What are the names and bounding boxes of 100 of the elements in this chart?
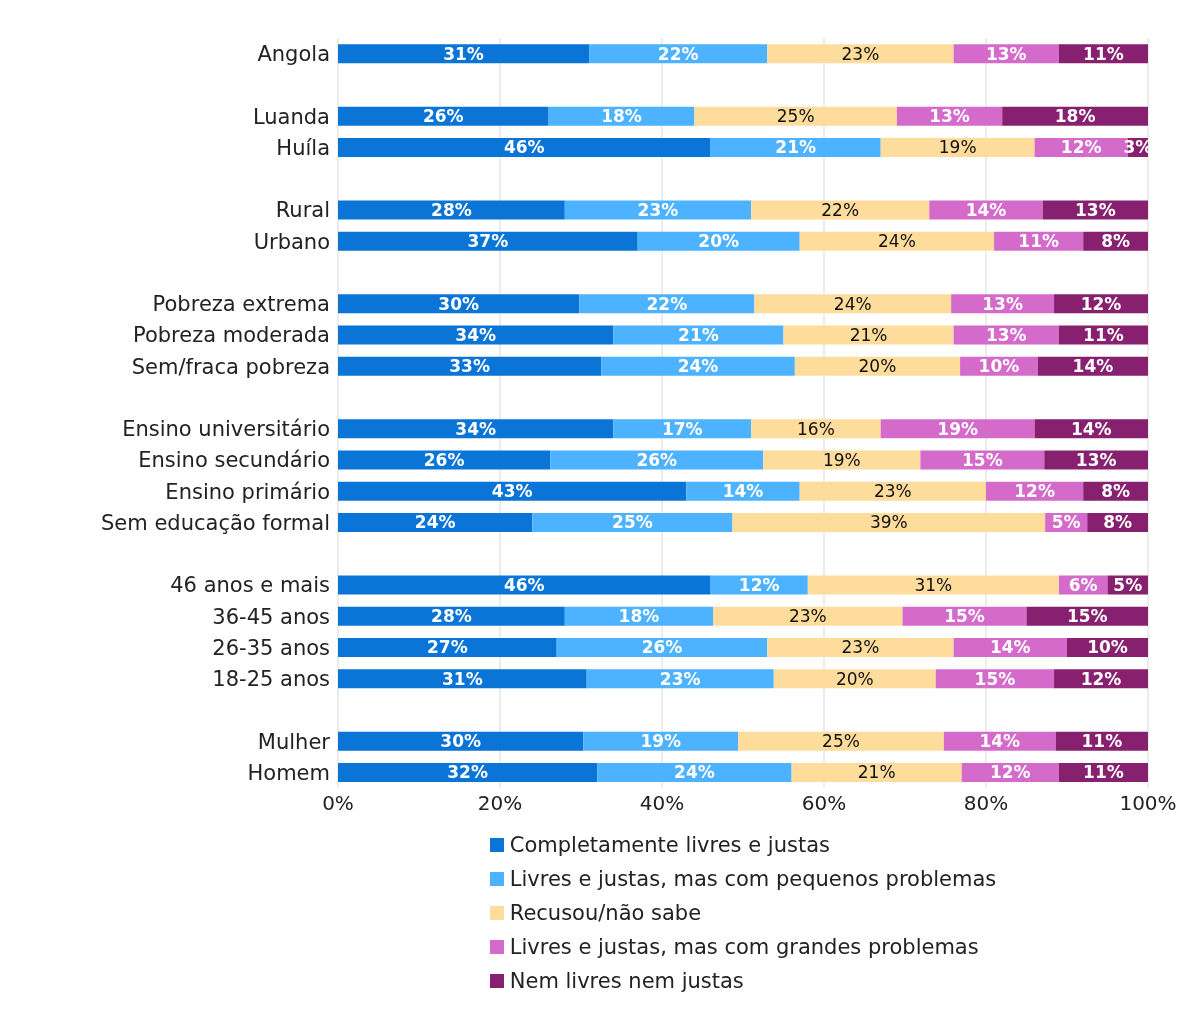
data-label: 26% (636, 449, 678, 470)
bar (601, 356, 795, 376)
y-tick-label: Sem/fraca pobreza (131, 354, 330, 379)
y-tick-label: Urbano (253, 229, 330, 254)
x-tick-label: 20% (477, 791, 523, 816)
bar (710, 138, 881, 157)
data-label: 25% (612, 512, 653, 533)
bar (751, 200, 930, 220)
data-label: 27% (427, 637, 468, 658)
data-label: 12% (1060, 137, 1102, 158)
data-label: 25% (776, 106, 815, 127)
bar (754, 294, 952, 314)
data-label: 30% (440, 731, 482, 752)
bar (338, 450, 551, 470)
data-label: 22% (646, 293, 688, 314)
data-label: 31% (443, 43, 484, 64)
data-label: 19% (938, 137, 977, 158)
legend-label: Livres e justas, mas com grandes problemas (509, 935, 979, 959)
bar (783, 325, 954, 345)
bar (338, 481, 687, 501)
data-label: 11% (1081, 731, 1123, 752)
data-label: 21% (857, 762, 896, 783)
data-label: 19% (640, 731, 682, 752)
data-label: 18% (618, 606, 660, 627)
data-label: 14% (979, 731, 1021, 752)
data-label: 31% (441, 668, 483, 689)
data-label: 12% (1080, 668, 1122, 689)
data-label: 8% (1101, 481, 1131, 502)
data-label: 13% (985, 43, 1027, 64)
data-label: 13% (1075, 199, 1116, 220)
bar (794, 356, 961, 376)
data-label: 31% (914, 574, 953, 595)
bar (338, 606, 565, 626)
bar (338, 106, 549, 126)
data-label: 21% (678, 324, 719, 345)
data-label: 11% (1083, 43, 1124, 64)
bar (550, 450, 764, 470)
bar (564, 200, 752, 220)
data-label: 28% (431, 606, 472, 627)
data-label: 46% (503, 137, 545, 158)
data-label: 10% (1087, 637, 1128, 658)
bar (338, 44, 590, 64)
bar (338, 419, 614, 439)
bar (579, 294, 755, 314)
legend-label: Nem livres nem justas (509, 969, 744, 993)
x-tick-label: 40% (639, 791, 685, 816)
data-label: 13% (982, 293, 1023, 314)
bar (338, 138, 711, 157)
data-label: 22% (657, 43, 699, 64)
bar (773, 669, 936, 689)
data-label: 19% (822, 449, 861, 470)
bar (586, 669, 774, 689)
data-label: 20% (835, 668, 874, 689)
data-label: 23% (841, 637, 880, 658)
data-label: 26% (422, 106, 464, 127)
bar (694, 106, 897, 126)
data-label: 14% (989, 637, 1031, 658)
data-label: 21% (775, 137, 816, 158)
data-label: 24% (677, 356, 719, 377)
data-label: 18% (601, 106, 642, 127)
data-label: 22% (821, 199, 860, 220)
y-tick-label: Ensino primário (165, 479, 330, 504)
x-tick-label: 100% (1119, 791, 1177, 816)
bar (791, 763, 962, 782)
bar (751, 419, 881, 439)
bar (732, 513, 1046, 532)
legend-label: Completamente livres e justas (509, 833, 830, 857)
data-label: 23% (788, 606, 827, 627)
bar (589, 44, 768, 64)
data-label: 12% (1080, 293, 1122, 314)
data-label: 30% (438, 293, 480, 314)
bar (597, 763, 792, 782)
bar (613, 325, 784, 345)
legend-label: Recusou/não sabe (509, 901, 702, 925)
data-label: 16% (797, 418, 835, 439)
data-label: 14% (1072, 356, 1114, 377)
data-label: 25% (822, 731, 860, 752)
data-label: 34% (455, 324, 497, 345)
bar (807, 575, 1059, 595)
bar (556, 638, 768, 657)
data-label: 13% (985, 324, 1027, 345)
data-label: 15% (944, 606, 985, 627)
data-label: 13% (929, 106, 970, 127)
data-label: 20% (858, 356, 897, 377)
data-label: 15% (962, 449, 1003, 470)
data-label: 21% (849, 324, 888, 345)
data-label: 11% (1083, 762, 1124, 783)
bar (338, 513, 533, 532)
data-label: 23% (659, 668, 701, 689)
data-label: 43% (491, 481, 533, 502)
data-label: 26% (641, 637, 683, 658)
bar (532, 513, 733, 532)
bar (763, 450, 921, 470)
bar (338, 575, 711, 595)
bar (767, 44, 954, 64)
y-tick-label: 46 anos e mais (170, 573, 330, 598)
data-label: 32% (447, 762, 488, 783)
y-tick-label: Sem educação formal (101, 510, 330, 535)
y-tick-label: Luanda (252, 104, 330, 129)
data-label: 24% (414, 512, 456, 533)
